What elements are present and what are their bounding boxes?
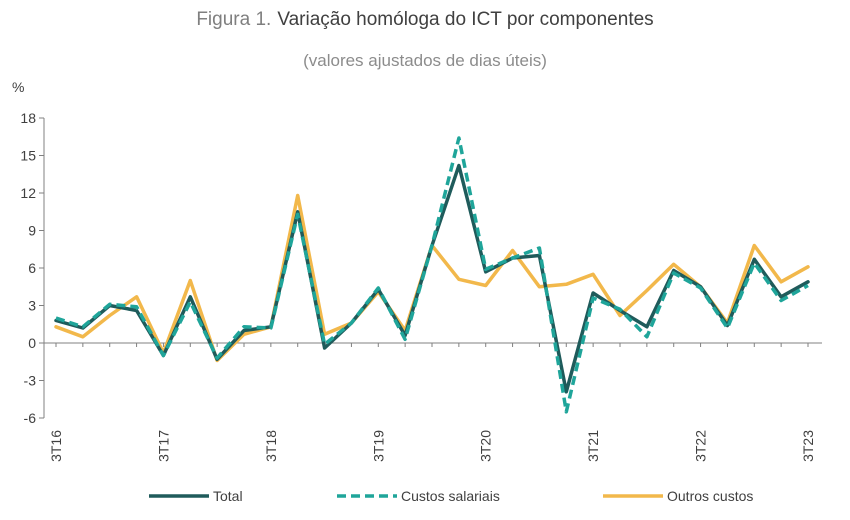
axes: 18 15 12 9 6 3 0 -3 -6 3T16 3T17 3T18 3T19 3T20 3T21 3T… <box>20 110 822 462</box>
y-tick-label: 6 <box>28 260 36 276</box>
legend-label: Outros custos <box>667 488 753 504</box>
legend-label: Total <box>213 488 243 504</box>
y-tick-label: 15 <box>20 148 36 164</box>
series-outros-custos <box>54 193 810 363</box>
x-tick-label: 3T20 <box>478 430 494 462</box>
title-prefix: Figura 1. <box>196 9 271 30</box>
y-tick-label: -6 <box>24 410 37 426</box>
series-layer <box>54 136 810 414</box>
legend-item-total: Total <box>149 488 243 504</box>
chart-subtitle: (valores ajustados de dias úteis) <box>303 51 547 70</box>
y-tick-label: 3 <box>28 298 36 314</box>
y-tick-label: 12 <box>20 185 36 201</box>
legend-label: Custos salariais <box>401 488 500 504</box>
series-line-total <box>54 163 810 394</box>
title-main: Variação homóloga do ICT por componentes <box>277 9 653 30</box>
y-axis-unit: % <box>12 79 24 95</box>
x-tick-label: 3T16 <box>48 430 64 462</box>
chart-title: Figura 1. Variação homóloga do ICT por co… <box>196 9 653 30</box>
legend: Total Custos salariais Outros custos <box>149 488 753 504</box>
x-tick-label: 3T21 <box>585 430 601 462</box>
y-tick-label: -3 <box>24 373 37 389</box>
y-tick-label: 18 <box>20 110 36 126</box>
series-line-outros-custos <box>54 193 810 363</box>
series-custos-salariais <box>55 136 809 414</box>
x-tick-label: 3T22 <box>693 430 709 462</box>
x-tick-label: 3T19 <box>370 430 386 462</box>
y-tick-label: 9 <box>28 223 36 239</box>
x-tick-label: 3T17 <box>155 430 171 462</box>
series-total <box>54 163 810 394</box>
x-tick-label: 3T23 <box>800 430 816 462</box>
series-line-custos-salariais <box>55 136 809 414</box>
legend-item-custos-salariais: Custos salariais <box>337 488 500 504</box>
x-tick-label: 3T18 <box>263 430 279 462</box>
legend-item-outros-custos: Outros custos <box>603 488 753 504</box>
y-tick-label: 0 <box>28 335 36 351</box>
